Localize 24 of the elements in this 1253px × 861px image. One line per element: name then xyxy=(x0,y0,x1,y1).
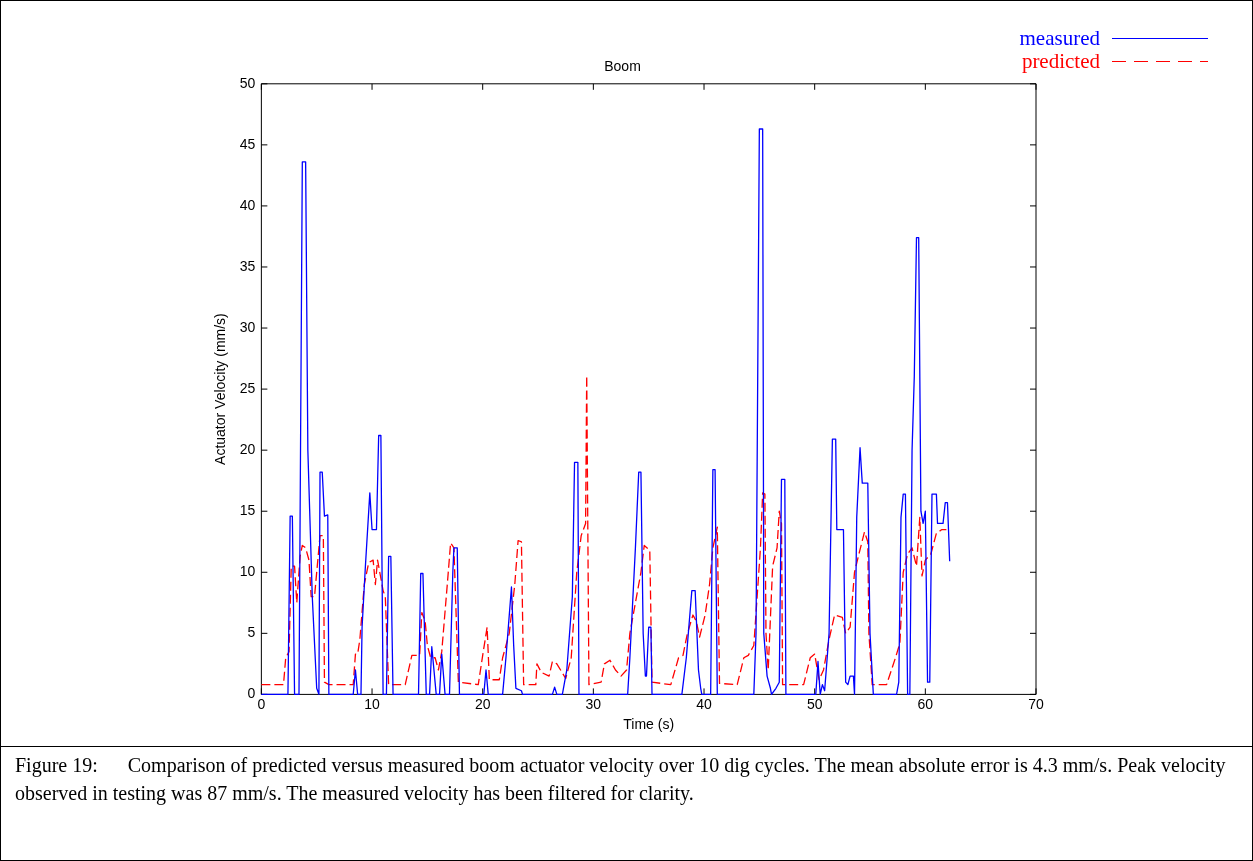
y-tick-label: 45 xyxy=(239,135,256,152)
y-tick-label: 35 xyxy=(239,257,256,274)
line-series xyxy=(260,375,948,686)
chart-title: Boom xyxy=(604,58,641,75)
y-tick-label: 50 xyxy=(239,74,256,91)
x-tick-label: 40 xyxy=(696,695,713,712)
y-tick-label: 15 xyxy=(239,502,256,519)
x-tick-label: 10 xyxy=(364,695,381,712)
y-tick-label: 40 xyxy=(239,196,256,213)
caption: Figure 19: Comparison of predicted versus measured boom actuator velocity over 10 dig cycles. The mean absolute error is 4.3 mm/s. Peak velocity observed in testing was 87 mm/s. The measured velocity has been filtered for clarity. xyxy=(15,753,1227,807)
x-tick-label: 50 xyxy=(806,695,823,712)
x-tick-label: 60 xyxy=(917,695,934,712)
x-axis-title: Time (s) xyxy=(623,716,675,733)
x-tick-label: 70 xyxy=(1028,695,1044,712)
y-tick-label: 5 xyxy=(247,624,256,641)
x-tick-label: 20 xyxy=(474,695,491,712)
legend-label: predicted xyxy=(1021,49,1100,73)
y-tick-label: 10 xyxy=(239,563,256,580)
y-tick-label: 30 xyxy=(239,318,256,335)
y-axis-title: Actuator Velocity (mm/s) xyxy=(212,313,229,465)
legend-label: measured xyxy=(1019,26,1100,50)
x-tick-label: 30 xyxy=(585,695,602,712)
y-tick-label: 25 xyxy=(239,379,256,396)
y-tick-label: 20 xyxy=(239,441,256,458)
